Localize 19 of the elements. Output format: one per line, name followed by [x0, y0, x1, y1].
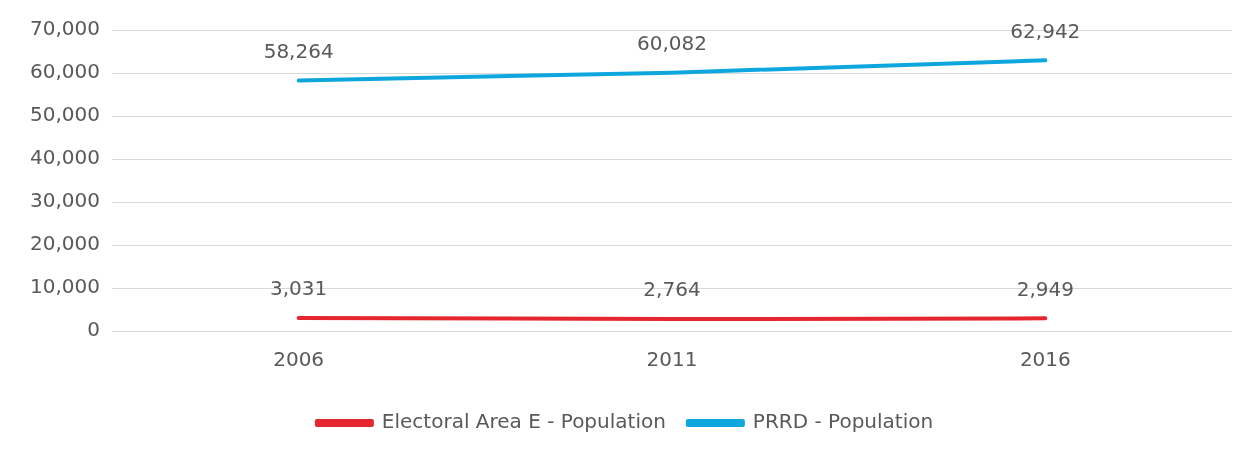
legend-label: Electoral Area E - Population [381, 409, 666, 434]
data-label: 2,764 [643, 277, 701, 302]
y-tick-label: 50,000 [30, 102, 100, 127]
data-label: 62,942 [1010, 18, 1081, 43]
y-tick-label: 0 [87, 317, 100, 342]
data-label: 60,082 [637, 30, 707, 55]
data-label: 58,264 [263, 38, 334, 63]
x-tick-label: 2006 [273, 347, 325, 372]
y-tick-label: 70,000 [30, 16, 100, 41]
x-tick-label: 2016 [1019, 347, 1071, 372]
data-label: 2,949 [1016, 276, 1074, 301]
y-tick-label: 60,000 [30, 59, 100, 84]
y-tick-label: 30,000 [30, 188, 100, 213]
data-label: 3,031 [270, 276, 328, 301]
y-tick-label: 40,000 [30, 145, 100, 170]
y-tick-label: 10,000 [30, 274, 100, 299]
legend-label: PRRD - Population [752, 409, 934, 434]
y-tick-label: 20,000 [30, 231, 100, 256]
x-tick-label: 2011 [646, 347, 698, 372]
